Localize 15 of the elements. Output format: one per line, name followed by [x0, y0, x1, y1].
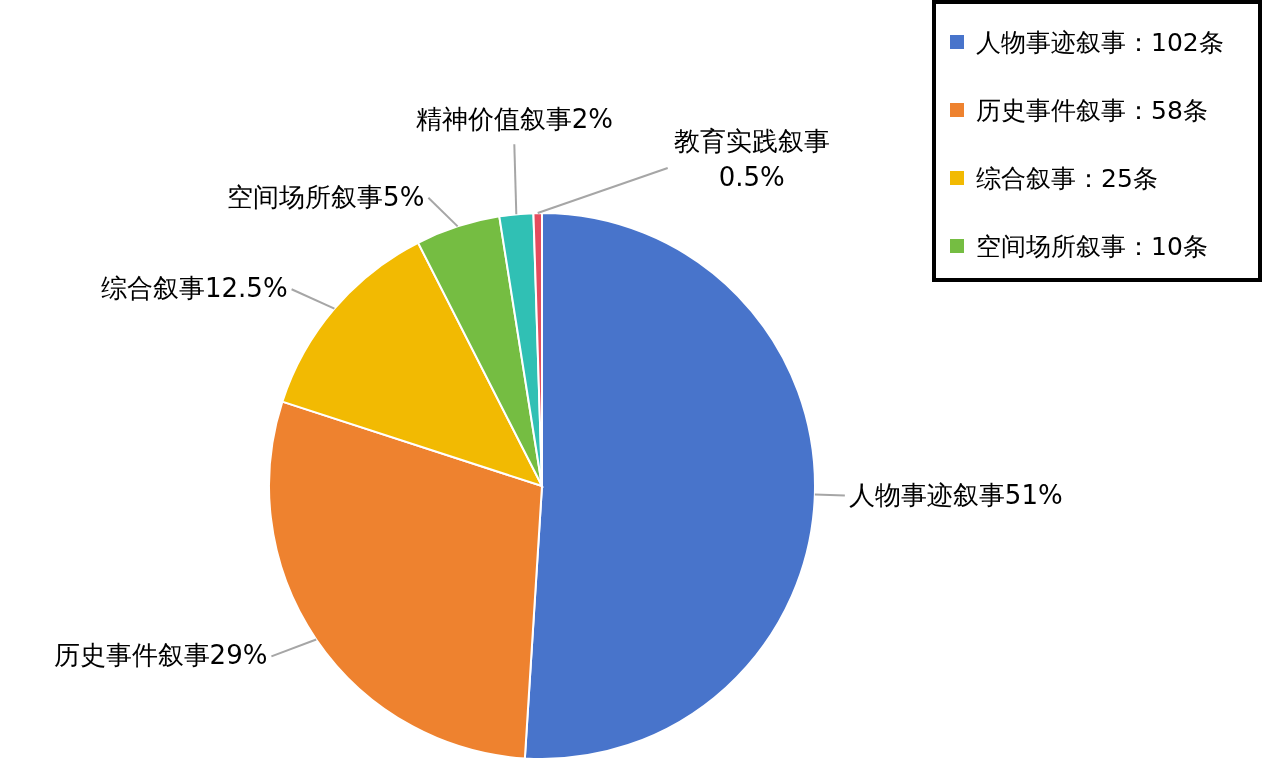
- category-label: 历史事件叙事29%: [53, 640, 268, 671]
- text: ：25条: [1076, 162, 1158, 195]
- slice-label: 教育实践叙事: [673, 126, 830, 157]
- category-label: 综合叙事12.5%: [100, 273, 288, 304]
- legend-label: 综合叙事: [976, 162, 1076, 195]
- category-label: 人物事迹叙事51%: [848, 479, 1063, 510]
- slice-label: 精神价值叙事2%: [415, 104, 613, 135]
- text: ：58条: [1126, 94, 1208, 127]
- data-label: 0.5%: [718, 162, 785, 193]
- legend-label: 历史事件叙事: [976, 94, 1126, 127]
- text: ：10条: [1126, 230, 1208, 263]
- category-label: 空间场所叙事5%: [227, 181, 425, 212]
- legend-label: 空间场所叙事: [976, 230, 1126, 263]
- legend-label: 人物事迹叙事: [976, 26, 1126, 59]
- text: ：102条: [1126, 26, 1224, 59]
